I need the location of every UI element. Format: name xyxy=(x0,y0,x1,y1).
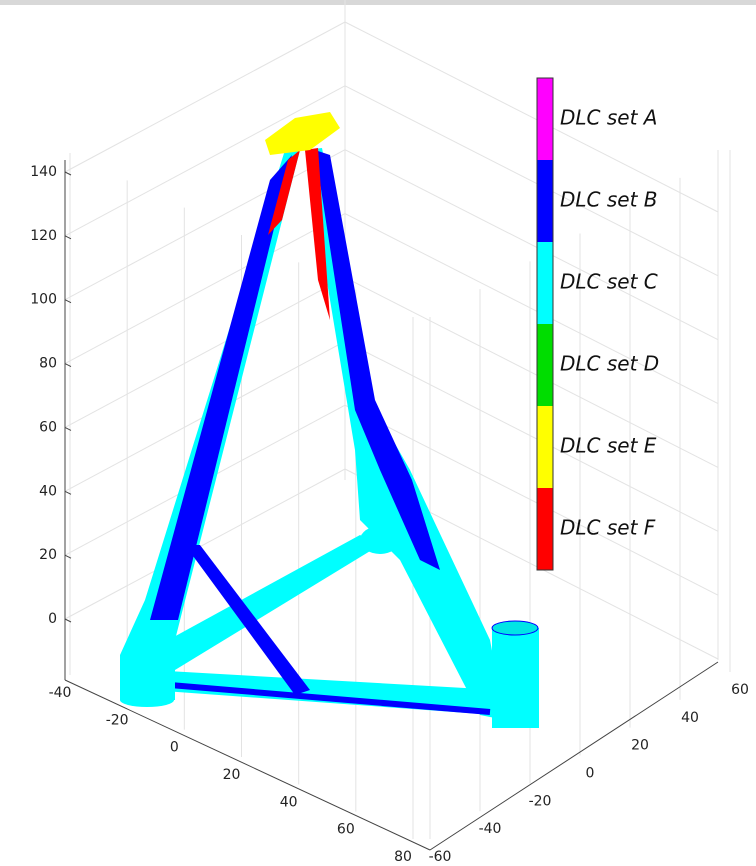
y-tick-label: 20 xyxy=(631,738,649,754)
colorbar-segment xyxy=(537,78,553,160)
grid-line xyxy=(64,276,346,428)
z-tick-label: 140 xyxy=(30,164,57,180)
z-tick-label: 0 xyxy=(48,611,57,627)
colorbar-segment xyxy=(537,160,553,242)
z-tick xyxy=(64,618,72,623)
brace-front-shade xyxy=(169,682,491,715)
grid-line xyxy=(64,21,346,173)
y-tick-label: -20 xyxy=(529,793,552,809)
y-tick-label: 40 xyxy=(681,710,699,726)
y-tick-label: -40 xyxy=(479,821,502,837)
colorbar-label: DLC set F xyxy=(560,516,656,540)
right-leg-red xyxy=(305,148,330,320)
brace-back xyxy=(150,535,380,670)
z-tick xyxy=(64,235,72,240)
colorbar-segment xyxy=(537,242,553,324)
x-axis xyxy=(64,679,431,851)
grid-layer xyxy=(64,21,731,839)
left-leg-red xyxy=(268,150,300,235)
z-tick xyxy=(64,554,72,559)
z-tick-label: 100 xyxy=(30,292,57,308)
grid-line xyxy=(64,213,346,365)
right-leg-shade xyxy=(315,150,440,570)
grid-line xyxy=(64,149,346,301)
colorbar-label: DLC set A xyxy=(560,106,657,130)
z-tick xyxy=(64,363,72,368)
grid-line xyxy=(344,21,719,213)
z-tick-label: 20 xyxy=(39,547,57,563)
back-node xyxy=(360,526,400,554)
top-bar xyxy=(0,0,756,5)
left-base-bottom xyxy=(120,693,174,707)
z-tick-label: 80 xyxy=(39,356,57,372)
z-tick xyxy=(64,426,72,431)
x-tick-label: 20 xyxy=(223,767,241,783)
grid-line xyxy=(344,213,719,405)
right-leg xyxy=(305,148,505,720)
z-tick-label: 60 xyxy=(39,419,57,435)
top-node xyxy=(265,112,340,155)
grid-line xyxy=(344,276,719,468)
colorbar: DLC set A DLC set B DLC set C DLC set D DLC … xyxy=(536,77,659,571)
left-leg-shade xyxy=(150,155,292,620)
z-tick xyxy=(64,171,72,176)
colorbar-label: DLC set E xyxy=(560,434,657,458)
left-base xyxy=(120,655,175,700)
y-tick-label: 60 xyxy=(731,682,749,698)
structure xyxy=(120,112,539,728)
x-tick-label: 0 xyxy=(170,740,179,756)
x-tick-label: 60 xyxy=(337,822,355,838)
colorbar-segment xyxy=(537,488,553,570)
z-tick xyxy=(64,299,72,304)
right-base-top xyxy=(491,620,539,636)
x-tick-label: 80 xyxy=(394,849,412,865)
colorbar-frame xyxy=(536,77,554,571)
colorbar-label: DLC set C xyxy=(560,270,658,294)
grid-line xyxy=(344,340,719,532)
grid-line xyxy=(344,149,719,341)
colorbar-label: DLC set B xyxy=(560,188,658,212)
grid-line xyxy=(64,85,346,237)
x-tick-label: -40 xyxy=(49,685,72,701)
diagonal-brace xyxy=(185,545,310,695)
z-tick xyxy=(64,490,72,495)
grid-line xyxy=(344,85,719,277)
right-base xyxy=(492,628,539,728)
x-tick-label: -20 xyxy=(106,712,129,728)
z-tick-label: 120 xyxy=(30,228,57,244)
grid-line xyxy=(344,404,719,596)
y-tick-label: -60 xyxy=(429,849,452,865)
y-axis xyxy=(429,661,719,851)
z-tick-label: 40 xyxy=(39,483,57,499)
colorbar-segment xyxy=(537,406,553,488)
x-tick-label: 40 xyxy=(280,794,298,810)
y-tick-label: 0 xyxy=(586,766,595,782)
colorbar-segment xyxy=(537,324,553,406)
colorbar-label: DLC set D xyxy=(560,352,659,376)
